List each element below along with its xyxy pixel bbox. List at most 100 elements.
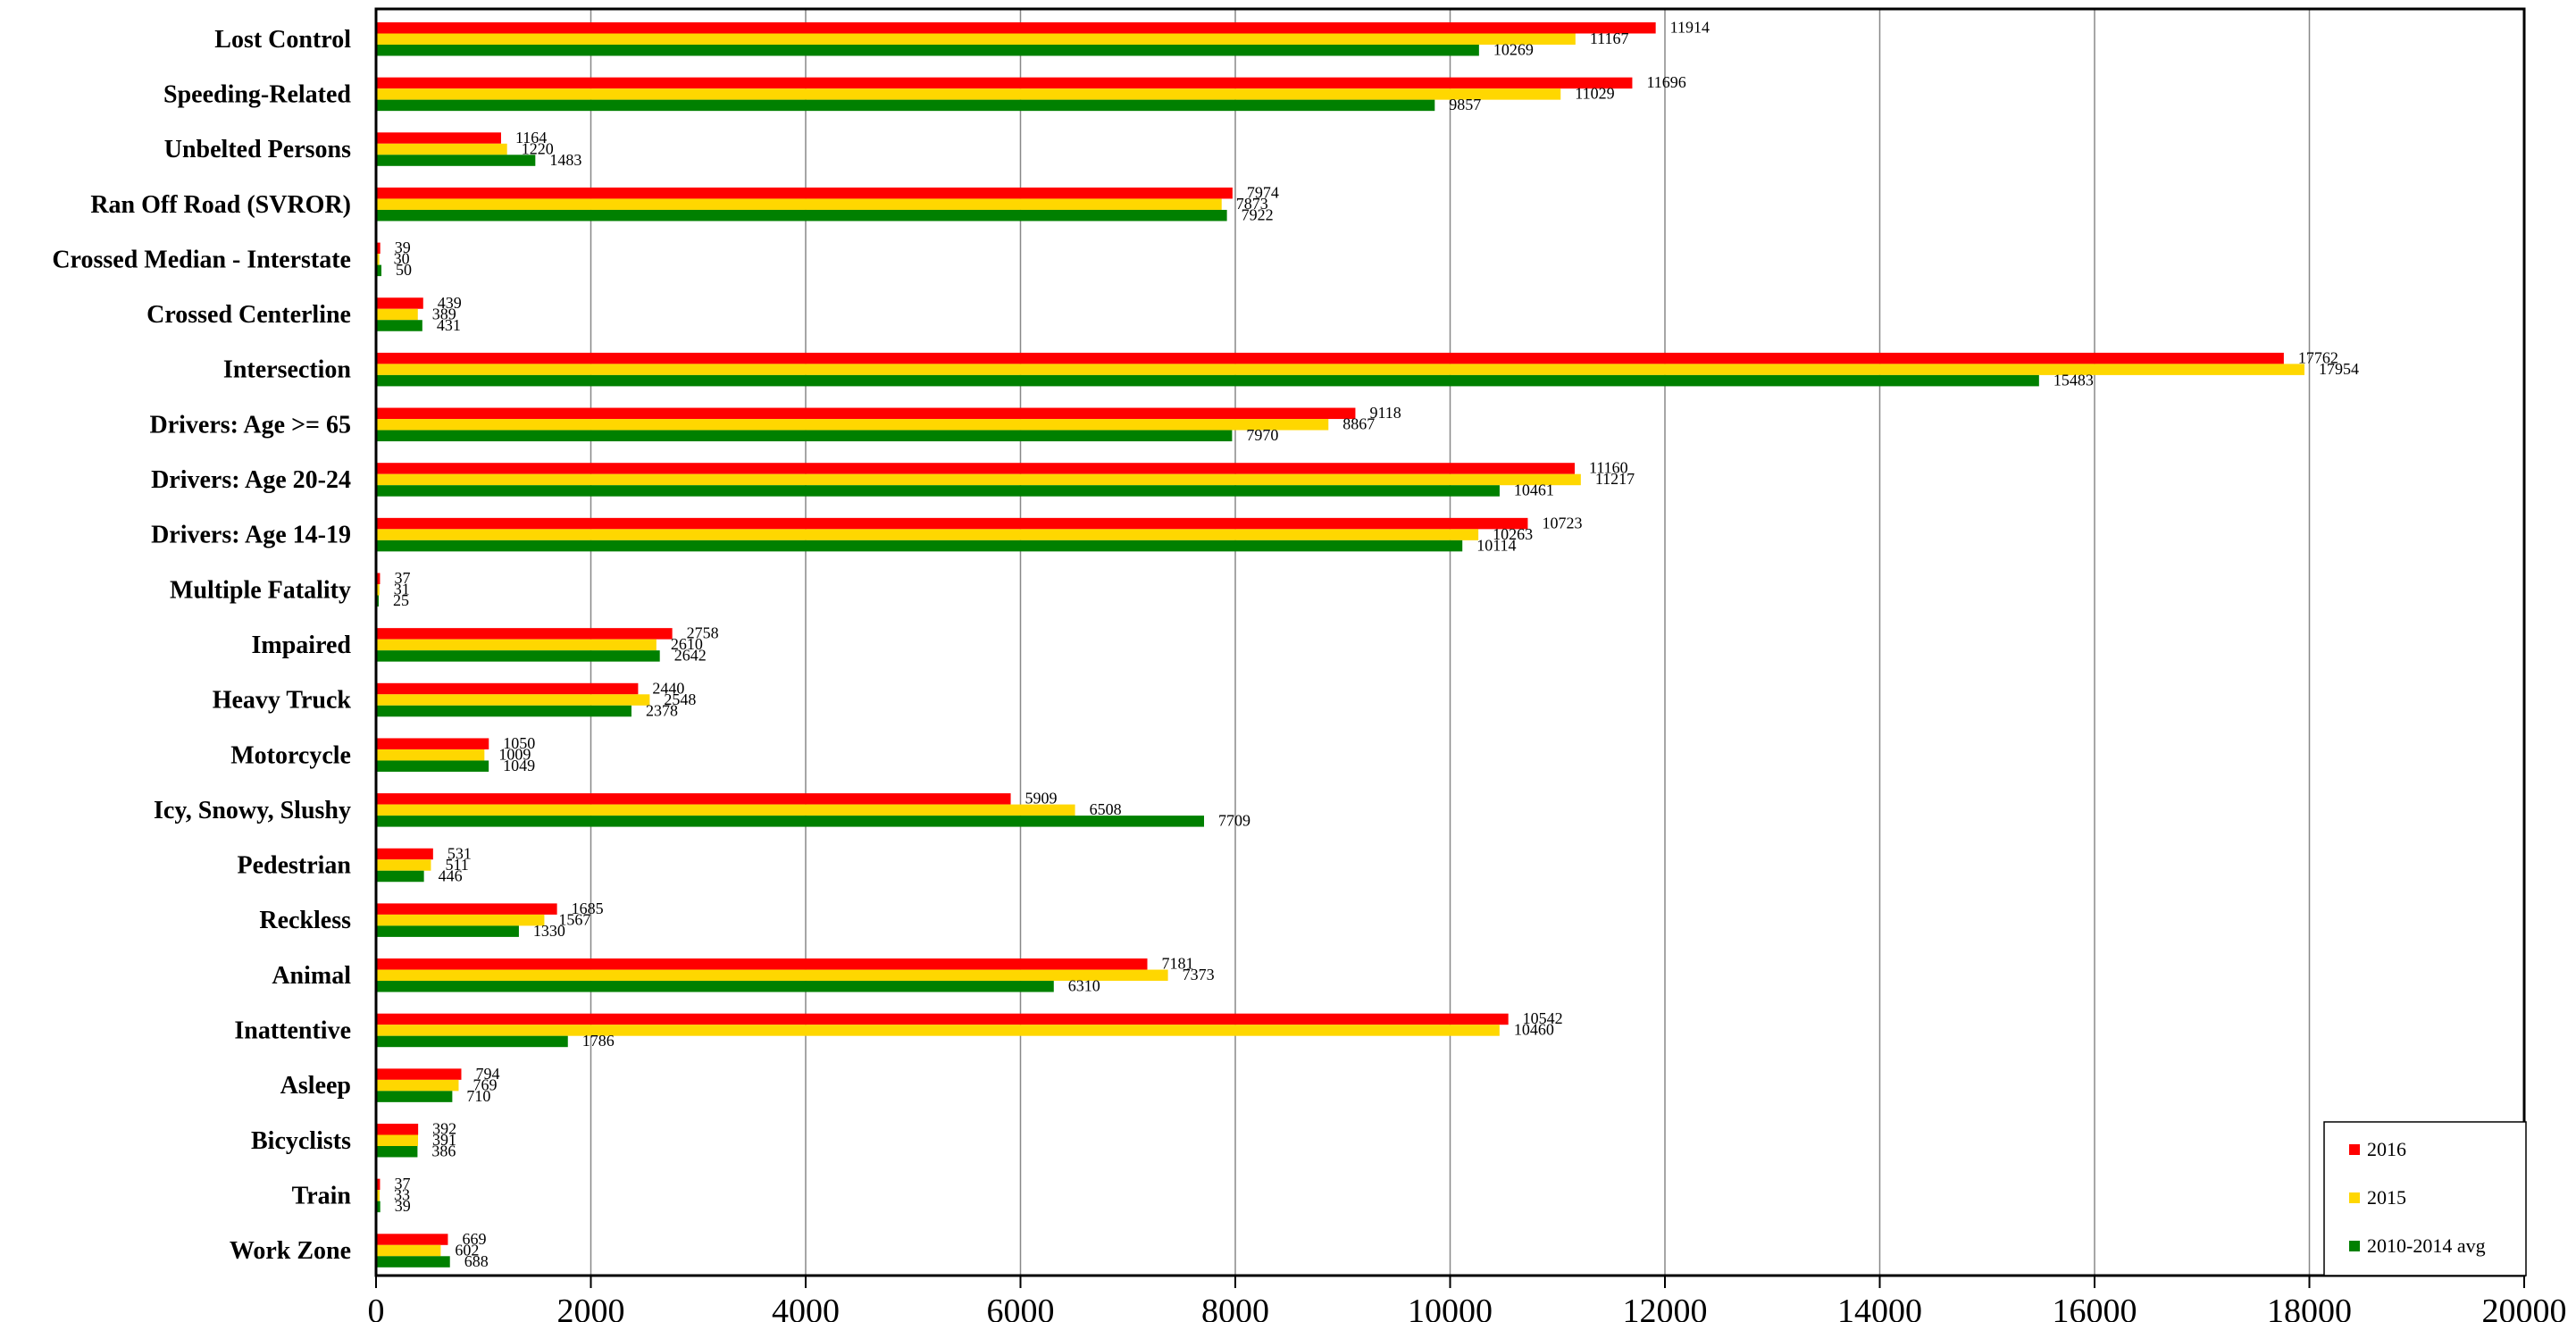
bar-2015 xyxy=(376,143,507,155)
legend-label: 2015 xyxy=(2367,1186,2406,1209)
bar-2016 xyxy=(376,132,501,144)
data-label: 7181 xyxy=(1162,955,1194,973)
data-label: 2642 xyxy=(674,647,707,665)
bar-2016 xyxy=(376,628,673,640)
data-label: 602 xyxy=(455,1241,479,1259)
bar-2015 xyxy=(376,88,1561,100)
data-label: 9118 xyxy=(1369,404,1401,422)
category-label: Train xyxy=(292,1182,352,1209)
bar-2010-2014-avg xyxy=(376,705,631,717)
category-label: Heavy Truck xyxy=(213,687,352,715)
bar-2016 xyxy=(376,463,1575,474)
bar-2016 xyxy=(376,1178,381,1191)
category-label: Lost Control xyxy=(214,26,351,54)
data-label: 446 xyxy=(439,866,463,884)
data-label: 39 xyxy=(395,238,411,256)
data-label: 439 xyxy=(438,294,462,312)
data-label: 15483 xyxy=(2053,371,2094,389)
bar-2016 xyxy=(376,793,1011,805)
data-label: 11029 xyxy=(1575,85,1614,103)
bar-2016 xyxy=(376,297,423,309)
bar-2010-2014-avg xyxy=(376,816,1205,827)
data-label: 531 xyxy=(447,844,472,862)
bar-2015 xyxy=(376,198,1222,210)
bar-2010-2014-avg xyxy=(376,209,1227,222)
bar-2015 xyxy=(376,1244,441,1257)
category-label: Speeding-Related xyxy=(163,80,351,108)
data-label: 2758 xyxy=(687,624,719,642)
bar-2015 xyxy=(376,1025,1500,1036)
category-label: Icy, Snowy, Slushy xyxy=(154,797,351,824)
bar-2010-2014-avg xyxy=(376,1035,568,1048)
data-label: 1009 xyxy=(498,745,531,763)
data-label: 794 xyxy=(475,1065,499,1083)
data-label: 11167 xyxy=(1590,29,1629,47)
data-label: 37 xyxy=(394,1175,410,1192)
bar-2016 xyxy=(376,517,1528,530)
bar-2010-2014-avg xyxy=(376,264,382,277)
bar-2010-2014-avg xyxy=(376,99,1435,112)
data-label: 1050 xyxy=(503,734,535,752)
bar-2015 xyxy=(376,473,1581,486)
bar-2010-2014-avg xyxy=(376,155,536,166)
data-label: 2440 xyxy=(652,679,684,697)
category-label: Asleep xyxy=(280,1072,351,1100)
data-label: 10263 xyxy=(1493,525,1533,543)
data-label: 688 xyxy=(464,1252,489,1270)
x-tick-label: 18000 xyxy=(2267,1293,2352,1322)
category-label: Animal xyxy=(272,962,351,990)
bar-2016 xyxy=(376,1068,462,1080)
bar-2016 xyxy=(376,407,1356,420)
data-label: 6508 xyxy=(1090,800,1122,818)
x-tick-label: 14000 xyxy=(1837,1293,1922,1322)
bar-2016 xyxy=(376,848,433,860)
data-label: 1164 xyxy=(515,129,547,146)
data-label: 2548 xyxy=(664,690,696,708)
category-label: Ran Off Road (SVROR) xyxy=(90,191,351,219)
data-label: 7970 xyxy=(1246,426,1278,444)
category-label: Unbelted Persons xyxy=(164,136,351,163)
category-label: Crossed Centerline xyxy=(146,301,351,329)
bar-2016 xyxy=(376,242,381,255)
category-label: Motorcycle xyxy=(230,741,351,769)
bar-2016 xyxy=(376,352,2284,364)
data-label: 10114 xyxy=(1476,536,1516,554)
x-tick-label: 16000 xyxy=(2053,1293,2137,1322)
bar-2010-2014-avg xyxy=(376,540,1463,552)
legend-swatch xyxy=(2349,1241,2360,1251)
bar-2015 xyxy=(376,914,545,926)
data-label: 1567 xyxy=(558,910,590,928)
legend-label: 2016 xyxy=(2367,1138,2406,1160)
bar-2015 xyxy=(376,1079,459,1092)
data-label: 17762 xyxy=(2298,348,2338,366)
data-label: 1483 xyxy=(549,151,581,169)
data-label: 39 xyxy=(395,1197,411,1215)
data-label: 33 xyxy=(394,1186,410,1204)
bar-2015 xyxy=(376,859,431,871)
data-label: 11217 xyxy=(1595,470,1635,488)
data-label: 9857 xyxy=(1449,96,1481,113)
bar-2010-2014-avg xyxy=(376,485,1500,497)
bar-2010-2014-avg xyxy=(376,650,660,662)
category-label: Drivers: Age 14-19 xyxy=(151,522,351,549)
data-label: 37 xyxy=(394,569,410,587)
data-label: 8867 xyxy=(1342,415,1375,433)
bar-2015 xyxy=(376,529,1479,540)
bar-2015 xyxy=(376,639,657,651)
data-label: 7974 xyxy=(1247,183,1279,201)
category-label: Inattentive xyxy=(234,1017,351,1045)
data-label: 5909 xyxy=(1025,790,1058,807)
data-label: 392 xyxy=(432,1120,456,1138)
bar-2010-2014-avg xyxy=(376,595,380,607)
bar-2016 xyxy=(376,1234,448,1245)
data-label: 6310 xyxy=(1068,977,1100,995)
bar-2010-2014-avg xyxy=(376,374,2039,387)
category-label: Work Zone xyxy=(230,1237,351,1265)
data-label: 710 xyxy=(466,1087,490,1105)
bar-2016 xyxy=(376,22,1656,34)
data-label: 11696 xyxy=(1646,73,1685,91)
data-label: 2378 xyxy=(646,701,678,719)
bar-2015 xyxy=(376,364,2304,375)
x-tick-label: 20000 xyxy=(2482,1293,2567,1322)
